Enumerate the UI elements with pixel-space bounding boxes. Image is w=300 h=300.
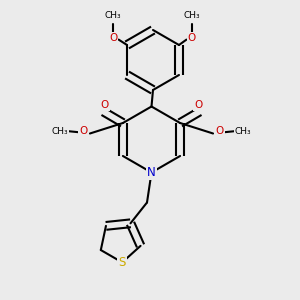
Text: CH₃: CH₃	[52, 127, 68, 136]
Text: O: O	[194, 100, 202, 110]
Text: O: O	[79, 126, 87, 136]
Text: CH₃: CH₃	[235, 127, 251, 136]
Text: CH₃: CH₃	[105, 11, 122, 20]
Text: O: O	[216, 126, 224, 136]
Text: CH₃: CH₃	[184, 11, 200, 20]
Text: O: O	[109, 33, 117, 43]
Text: S: S	[118, 256, 126, 269]
Text: N: N	[147, 166, 156, 179]
Text: O: O	[101, 100, 109, 110]
Text: O: O	[188, 33, 196, 43]
